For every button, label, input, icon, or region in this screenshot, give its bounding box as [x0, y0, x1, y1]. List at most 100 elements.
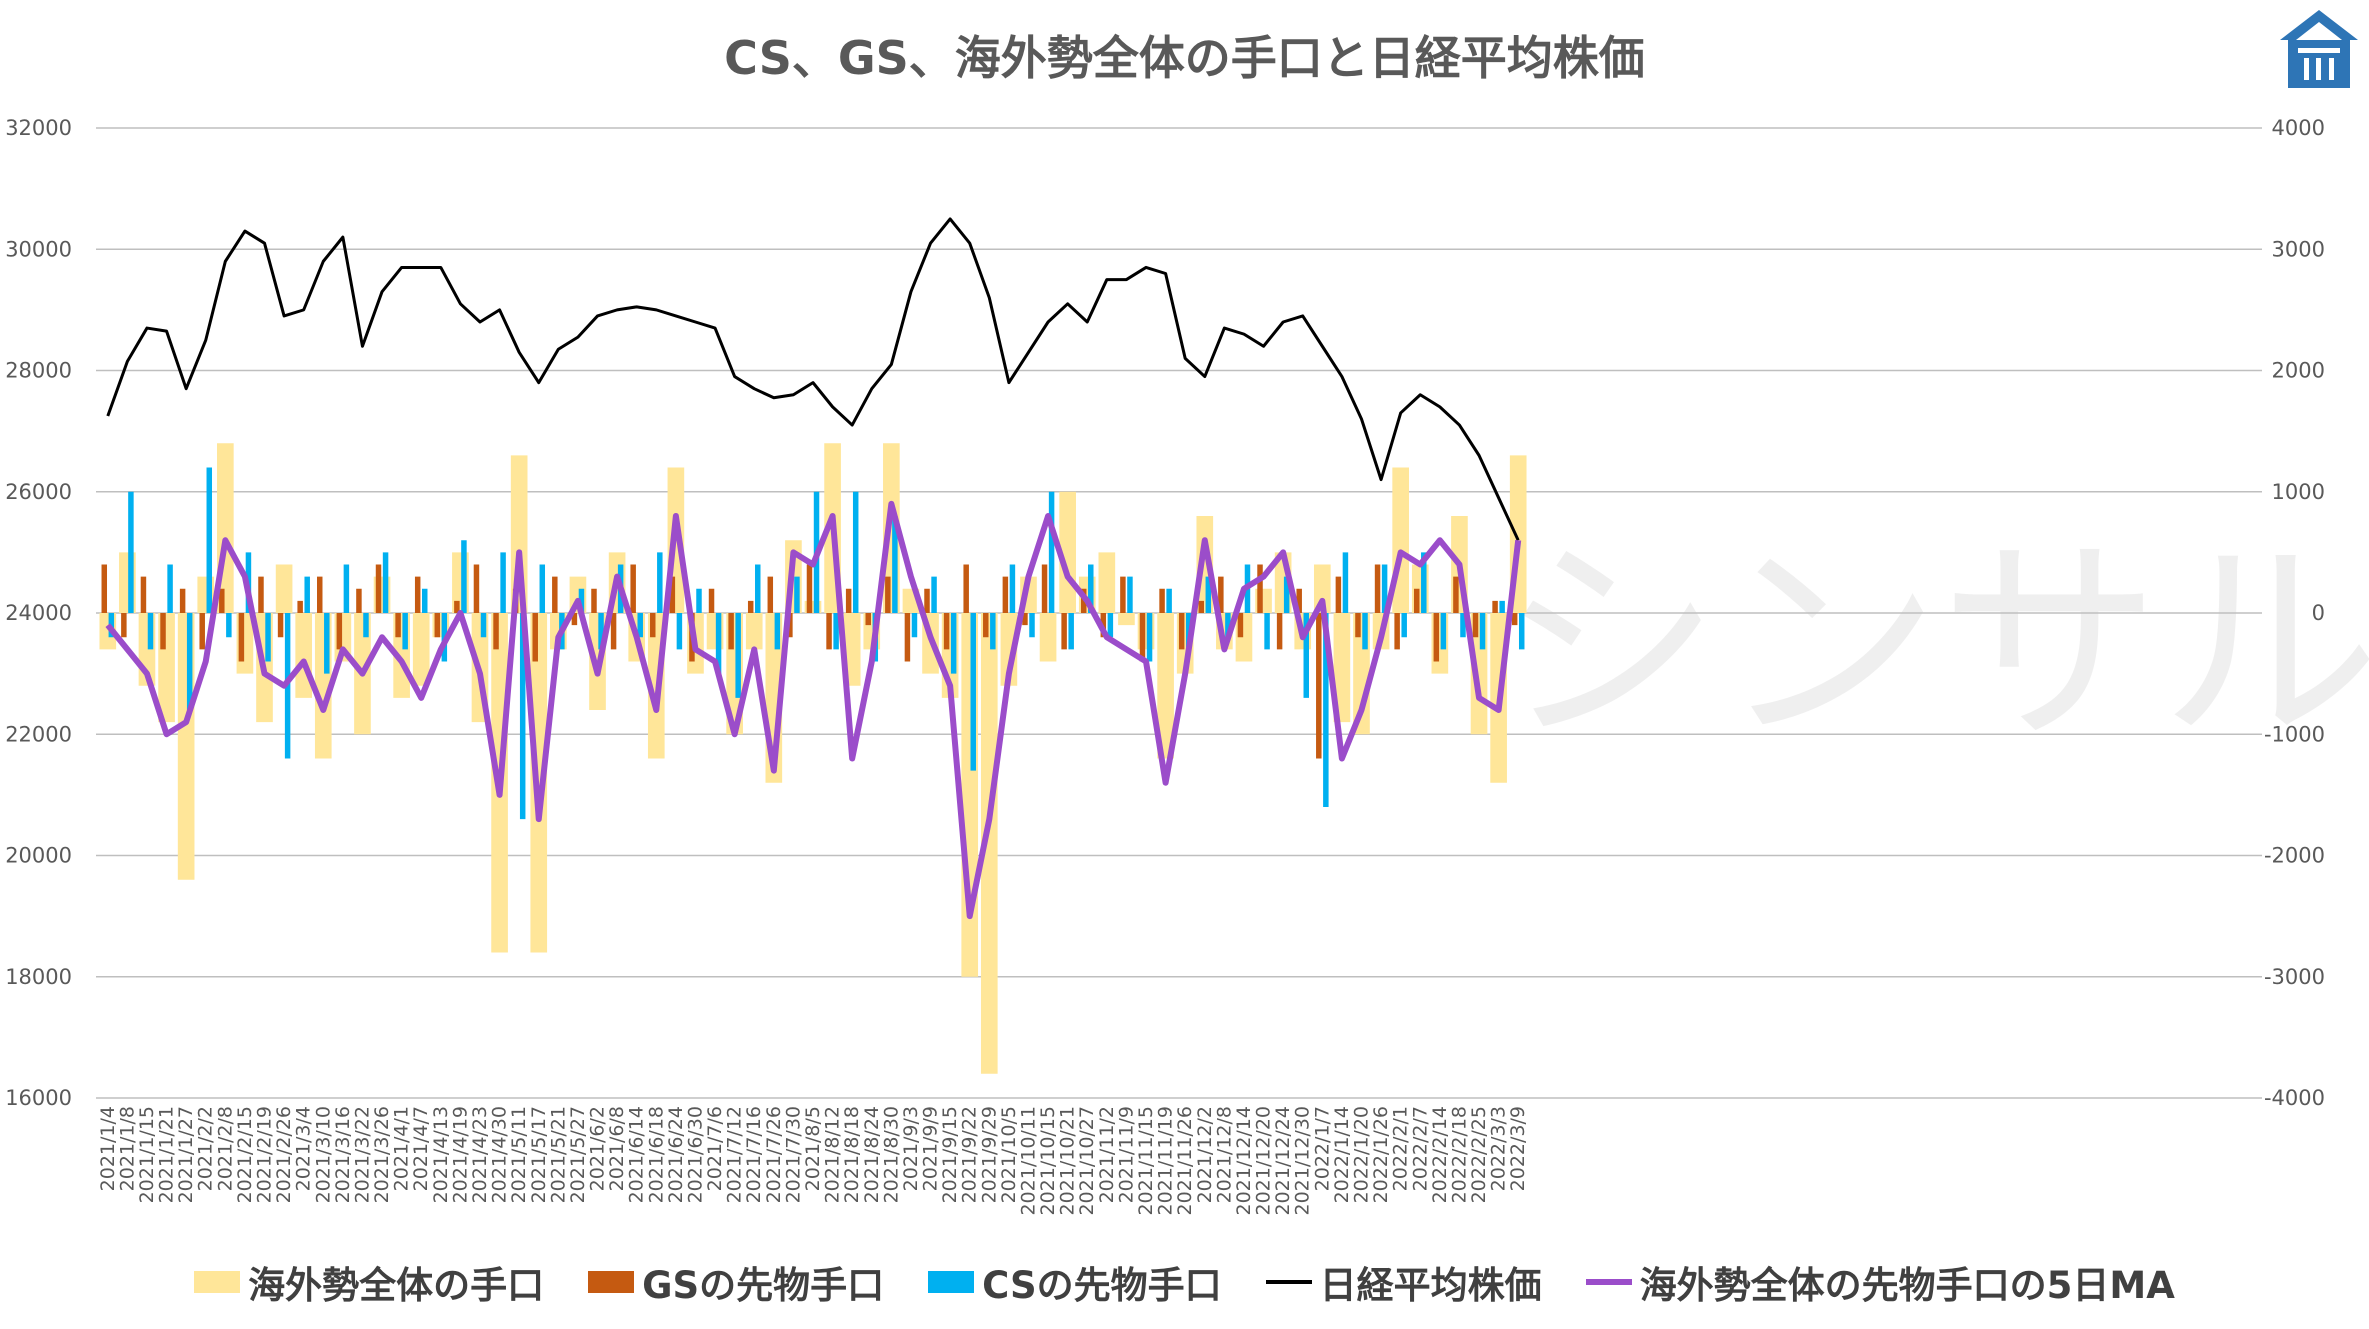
bar-gs — [1198, 600, 1204, 613]
x-axis-tick-label: 2021/12/30 — [1292, 1106, 1314, 1216]
bar-cs — [1029, 613, 1035, 638]
bar-cs — [500, 552, 506, 613]
x-axis-tick-label: 2021/5/11 — [508, 1106, 530, 1203]
bar-gs — [199, 613, 205, 650]
bar-gs — [885, 576, 891, 613]
x-axis-tick-label: 2022/2/7 — [1409, 1106, 1431, 1191]
legend-item-cs: CSの先物手口 — [928, 1255, 1222, 1309]
x-axis-tick-label: 2021/8/5 — [802, 1106, 824, 1191]
bar-gs — [121, 613, 127, 638]
bar-gs — [767, 576, 774, 613]
bar-gs — [1374, 564, 1381, 613]
bar-gs — [983, 613, 989, 638]
x-axis-tick-label: 2021/8/30 — [880, 1106, 902, 1203]
x-axis-tick-label: 2021/10/5 — [998, 1106, 1020, 1203]
bar-cs — [735, 613, 741, 698]
bar-overseas — [295, 613, 313, 698]
x-axis-tick-label: 2021/6/24 — [665, 1106, 687, 1203]
x-axis-tick-label: 2022/1/26 — [1370, 1106, 1392, 1203]
bar-gs — [317, 576, 323, 613]
nikkei-line — [106, 217, 1520, 541]
x-axis-tick-label: 2021/7/26 — [763, 1106, 785, 1203]
bar-cs — [1362, 613, 1368, 650]
right-axis-tick-label: -1000 — [2264, 722, 2325, 746]
right-axis-tick-label: 3000 — [2272, 237, 2325, 261]
x-axis-tick-label: 2021/9/9 — [920, 1106, 942, 1191]
x-axis-tick-label: 2021/5/21 — [547, 1106, 569, 1203]
legend-swatch — [1585, 1279, 1632, 1285]
bar-cs — [1440, 613, 1447, 650]
left-axis-tick-label: 26000 — [5, 480, 72, 504]
legend-swatch — [588, 1271, 635, 1293]
bar-overseas — [275, 564, 293, 613]
bar-gs — [1178, 613, 1185, 650]
bar-gs — [1139, 613, 1146, 662]
bar-gs — [395, 613, 401, 638]
legend: 海外勢全体の手口 GSの先物手口 CSの先物手口 日経平均株価 海外勢全体の先物… — [0, 1252, 2369, 1312]
x-axis-tick-label: 2021/1/4 — [97, 1106, 119, 1191]
bar-cs — [578, 588, 585, 613]
x-axis-tick-label: 2021/4/7 — [410, 1106, 432, 1191]
x-axis-tick-label: 2021/10/21 — [1057, 1106, 1079, 1216]
bar-gs — [1355, 613, 1361, 638]
bar-gs — [1120, 576, 1126, 613]
right-axis-tick-label: 2000 — [2272, 359, 2325, 383]
x-axis-tick-label: 2022/2/14 — [1429, 1106, 1451, 1203]
bar-gs — [1159, 588, 1165, 613]
bar-overseas — [1313, 564, 1331, 613]
x-axis-tick-label: 2021/6/30 — [684, 1106, 706, 1203]
bar-cs — [265, 613, 271, 662]
bar-cs — [931, 576, 937, 613]
bar-gs — [1276, 613, 1283, 650]
bar-cs — [1518, 613, 1525, 650]
x-axis-tick-label: 2021/1/15 — [136, 1106, 158, 1203]
x-axis-tick-label: 2021/6/8 — [606, 1106, 628, 1191]
house-shield-icon — [2280, 10, 2358, 88]
bar-gs — [1413, 588, 1420, 613]
bar-cs — [1009, 564, 1016, 613]
x-axis-tick-label: 2021/1/8 — [116, 1106, 138, 1191]
bar-overseas — [843, 613, 861, 686]
bar-cs — [1303, 613, 1309, 698]
left-axis-tick-label: 24000 — [5, 601, 72, 625]
bar-cs — [1225, 613, 1231, 638]
bar-gs — [375, 564, 382, 613]
bar-gs — [140, 576, 147, 613]
bar-overseas — [1333, 613, 1351, 723]
legend-label: 海外勢全体の先物手口の5日MA — [1639, 1264, 2175, 1307]
bar-gs — [473, 564, 480, 613]
legend-label: CSの先物手口 — [982, 1264, 1222, 1307]
bar-overseas — [980, 613, 998, 1074]
bar-gs — [1061, 613, 1067, 650]
bar-gs — [1511, 613, 1518, 626]
bar-cs — [950, 613, 957, 674]
bar-overseas — [1392, 467, 1409, 613]
bar-cs — [422, 588, 428, 613]
bar-gs — [277, 613, 284, 638]
right-axis-tick-label: -3000 — [2264, 965, 2325, 989]
bar-cs — [1479, 613, 1486, 650]
legend-item-nikkei: 日経平均株価 — [1265, 1255, 1542, 1309]
bar-gs — [1433, 613, 1440, 662]
x-axis-tick-label: 2021/3/22 — [351, 1106, 373, 1203]
bar-gs — [904, 613, 911, 662]
x-axis-tick-label: 2021/3/26 — [371, 1106, 393, 1203]
bar-cs — [147, 613, 154, 650]
x-axis-tick-label: 2021/10/11 — [1017, 1106, 1039, 1216]
bar-gs — [728, 613, 734, 650]
bar-cs — [1264, 613, 1270, 650]
bar-cs — [794, 576, 800, 613]
bar-gs — [1002, 576, 1009, 613]
bar-gs — [297, 600, 303, 613]
legend-swatch — [928, 1271, 975, 1293]
bar-gs — [963, 564, 969, 613]
bar-gs — [414, 576, 421, 613]
bar-gs — [806, 564, 813, 613]
x-axis-tick-label: 2021/6/14 — [626, 1106, 648, 1203]
legend-swatch — [1265, 1280, 1312, 1284]
bar-gs — [1394, 613, 1400, 650]
bar-cs — [402, 613, 408, 650]
bar-cs — [1166, 588, 1172, 613]
bar-cs — [774, 613, 781, 650]
bar-cs — [1146, 613, 1153, 662]
